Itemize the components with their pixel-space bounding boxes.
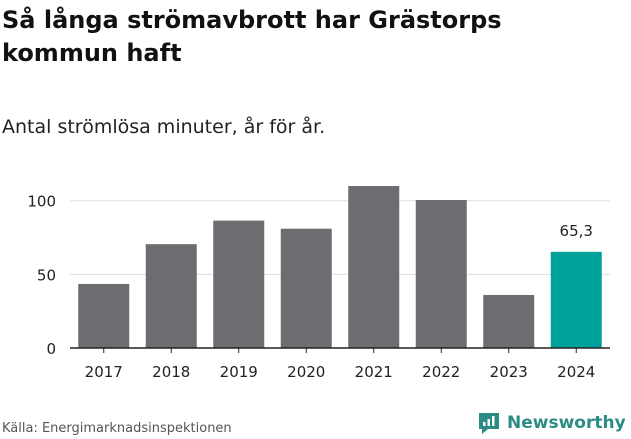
x-tick-label-2020: 2020 [287,363,325,381]
bar-2018 [145,244,197,348]
bar-2019 [213,220,265,348]
x-tick-label-2018: 2018 [152,363,190,381]
bar-2023 [483,294,535,348]
newsworthy-logo-icon [479,413,499,434]
bar-2017 [78,283,130,348]
chart-title: Så långa strömavbrott har Grästorps komm… [2,6,502,67]
x-tick-label-2017: 2017 [85,363,123,381]
bar-2022 [415,199,467,348]
brand-logo: Newsworthy [476,410,626,436]
x-tick-label-2019: 2019 [220,363,258,381]
y-tick-label-0: 0 [46,340,56,358]
bar-2024 [550,251,602,348]
bar-2021 [348,186,400,348]
data-label-2024: 65,3 [560,222,593,240]
bar-2020 [280,228,332,348]
x-tick-label-2021: 2021 [355,363,393,381]
y-tick-label-50: 50 [37,266,56,284]
chart-subtitle: Antal strömlösa minuter, år för år. [2,116,326,138]
y-tick-label-100: 100 [27,193,56,211]
x-tick-label-2023: 2023 [490,363,528,381]
x-tick-label-2022: 2022 [422,363,460,381]
source-note: Källa: Energimarknadsinspektionen [2,421,232,436]
brand-name: Newsworthy [507,413,626,433]
x-tick-label-2024: 2024 [557,363,595,381]
